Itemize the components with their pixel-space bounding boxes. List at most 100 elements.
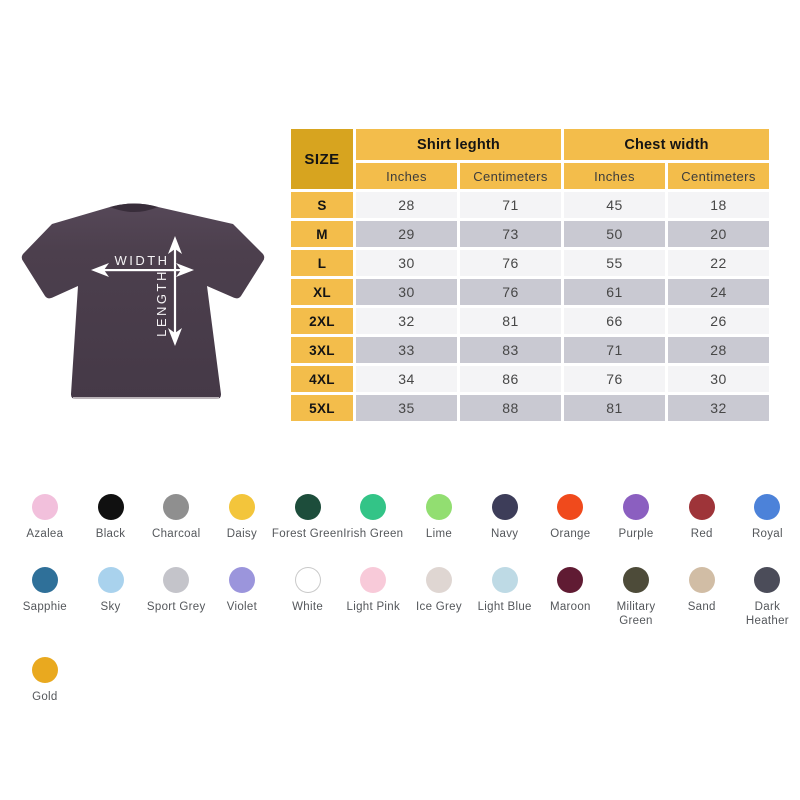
color-name: White [292, 601, 324, 613]
color-dot [360, 494, 387, 520]
color-swatch-white: White [275, 567, 341, 629]
measurement-cell: 45 [564, 192, 665, 218]
color-name: Ice Grey [416, 601, 462, 613]
measurement-cell: 61 [564, 279, 665, 305]
measurement-cell: 18 [668, 192, 769, 218]
measurement-cell: 71 [564, 337, 665, 363]
color-name: Azalea [26, 528, 64, 540]
tshirt-collar [110, 203, 158, 212]
measurement-cell: 24 [668, 279, 769, 305]
size-row-L: L 30 76 55 22 [291, 250, 769, 276]
width-arrow-head-left [91, 263, 109, 277]
chest-width-centimeters-header: Centimeters [668, 163, 769, 189]
shirt-length-centimeters-header: Centimeters [460, 163, 561, 189]
color-swatch-lime: Lime [406, 494, 472, 541]
measurement-cell: 29 [356, 221, 457, 247]
color-swatch-violet: Violet [209, 567, 275, 629]
color-swatch-light pink: Light Pink [340, 567, 406, 629]
color-swatch-forest green: Forest Green [272, 494, 343, 541]
size-row-4XL: 4XL 34 86 76 30 [291, 366, 769, 392]
color-swatch-red: Red [669, 494, 735, 541]
color-name: Violet [226, 601, 258, 613]
color-name: Charcoal [152, 528, 201, 540]
shirt-length-inches-header: Inches [356, 163, 457, 189]
color-dot [31, 567, 58, 593]
color-name: Royal [751, 528, 783, 540]
size-row-XL: XL 30 76 61 24 [291, 279, 769, 305]
measurement-cell: 22 [668, 250, 769, 276]
measurement-arrows [91, 236, 194, 346]
size-row-S: S 28 71 45 18 [291, 192, 769, 218]
color-name: Lime [425, 528, 453, 540]
measurement-cell: 76 [564, 366, 665, 392]
color-dot [557, 567, 584, 593]
color-dot [754, 494, 781, 520]
size-column-header: SIZE [291, 129, 353, 189]
size-label-cell: 5XL [291, 395, 353, 421]
color-swatch-sky: Sky [78, 567, 144, 629]
size-label-cell: 2XL [291, 308, 353, 334]
size-label-cell: 4XL [291, 366, 353, 392]
color-dot [97, 494, 124, 520]
measurement-cell: 35 [356, 395, 457, 421]
size-chart-table: SIZE Shirt leghth Chest width Inches Cen… [288, 126, 772, 424]
width-arrow-head-right [176, 263, 194, 277]
size-label-cell: L [291, 250, 353, 276]
color-dot [97, 567, 124, 593]
color-dot [425, 567, 452, 593]
measurement-cell: 81 [460, 308, 561, 334]
color-swatch-light blue: Light Blue [472, 567, 538, 629]
color-swatch-navy: Navy [472, 494, 538, 541]
color-name: Purple [618, 528, 654, 540]
measurement-cell: 30 [356, 279, 457, 305]
width-arrow-label: WIDTH [114, 253, 169, 268]
measurement-cell: 33 [356, 337, 457, 363]
measurement-cell: 26 [668, 308, 769, 334]
color-name: Sand [687, 601, 716, 613]
color-dot [31, 657, 58, 683]
measurement-cell: 28 [668, 337, 769, 363]
size-chart-body: S 28 71 45 18 M 29 73 50 20 L 30 76 55 22 XL 30 76 61 24 2XL… [291, 192, 769, 421]
measurement-cell: 73 [460, 221, 561, 247]
color-swatch-charcoal: Charcoal [143, 494, 209, 541]
color-swatch-maroon: Maroon [538, 567, 604, 629]
measurement-cell: 83 [460, 337, 561, 363]
measurement-cell: 34 [356, 366, 457, 392]
measurement-cell: 30 [668, 366, 769, 392]
color-dot [228, 494, 255, 520]
size-row-2XL: 2XL 32 81 66 26 [291, 308, 769, 334]
color-dot [623, 494, 650, 520]
color-name: Maroon [549, 601, 591, 613]
chest-width-group-header: Chest width [564, 129, 769, 160]
measurement-cell: 32 [356, 308, 457, 334]
measurement-cell: 71 [460, 192, 561, 218]
measurement-cell: 28 [356, 192, 457, 218]
color-swatch-royal: Royal [735, 494, 800, 541]
tshirt-svg: WIDTH LENGTH [21, 203, 265, 399]
color-name: Light Pink [346, 601, 401, 613]
size-row-3XL: 3XL 33 83 71 28 [291, 337, 769, 363]
color-name: Sky [100, 601, 121, 613]
color-name: Sport Grey [146, 601, 206, 613]
color-swatch-sand: Sand [669, 567, 735, 629]
measurement-cell: 32 [668, 395, 769, 421]
color-swatch-sport grey: Sport Grey [143, 567, 209, 629]
color-swatch-ice grey: Ice Grey [406, 567, 472, 629]
width-arrow-line [101, 269, 186, 272]
size-label-cell: S [291, 192, 353, 218]
size-label-cell: XL [291, 279, 353, 305]
measurement-cell: 50 [564, 221, 665, 247]
color-swatch-daisy: Daisy [209, 494, 275, 541]
color-name: Light Blue [477, 601, 532, 613]
measurement-cell: 86 [460, 366, 561, 392]
swatch-row-1: Azalea Black Charcoal Daisy Forest Green Iris… [12, 494, 800, 541]
color-swatch-gold: Gold [12, 657, 78, 704]
color-dot [163, 494, 190, 520]
tshirt-body-shape [21, 203, 265, 399]
color-name: Red [690, 528, 713, 540]
color-swatch-sapphie: Sapphie [12, 567, 78, 629]
shirt-length-group-header: Shirt leghth [356, 129, 561, 160]
color-swatch-black: Black [78, 494, 144, 541]
color-name: Black [95, 528, 126, 540]
length-arrow-head-top [168, 236, 182, 254]
